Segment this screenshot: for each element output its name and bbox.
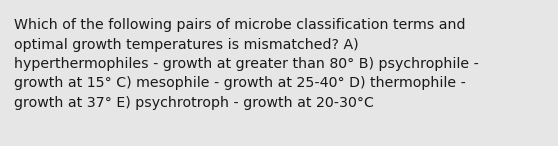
Text: Which of the following pairs of microbe classification terms and: Which of the following pairs of microbe … — [14, 18, 465, 32]
Text: growth at 15° C) mesophile - growth at 25-40° D) thermophile -: growth at 15° C) mesophile - growth at 2… — [14, 77, 466, 91]
Text: hyperthermophiles - growth at greater than 80° B) psychrophile -: hyperthermophiles - growth at greater th… — [14, 57, 479, 71]
Text: optimal growth temperatures is mismatched? A): optimal growth temperatures is mismatche… — [14, 38, 359, 52]
Text: growth at 37° E) psychrotroph - growth at 20-30°C: growth at 37° E) psychrotroph - growth a… — [14, 96, 374, 110]
